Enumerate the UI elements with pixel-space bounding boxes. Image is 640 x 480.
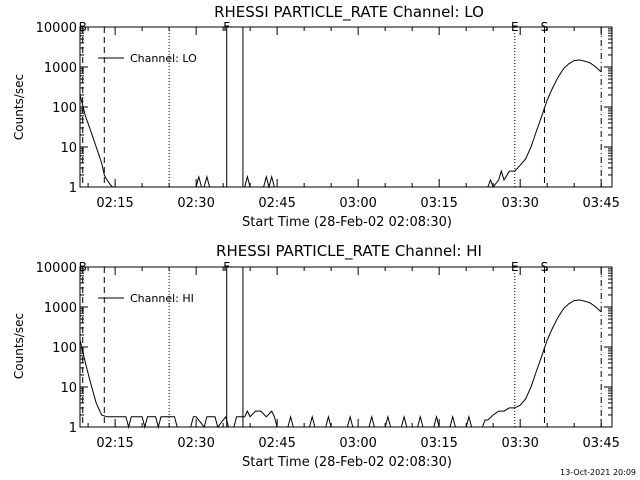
event-marker-label: B (79, 260, 87, 274)
legend-label: Channel: HI (130, 292, 194, 305)
x-axis-label: Start Time (28-Feb-02 02:08:30) (242, 215, 452, 230)
y-tick-label: 10 (60, 381, 77, 396)
y-tick-label: 1 (69, 181, 77, 196)
y-axis-label: Counts/sec (12, 74, 26, 140)
event-marker-label: F (223, 260, 230, 274)
event-marker-label: S (541, 20, 549, 34)
chart-title: RHESSI PARTICLE_RATE Channel: LO (214, 3, 484, 22)
x-tick-label: 03:30 (501, 196, 538, 211)
x-axis-label: Start Time (28-Feb-02 02:08:30) (242, 455, 452, 470)
y-tick-label: 1000 (44, 301, 77, 316)
x-tick-label: 02:45 (258, 436, 295, 451)
y-tick-label: 10000 (36, 261, 77, 276)
event-marker-label: S (541, 260, 549, 274)
event-marker-label: E (511, 260, 519, 274)
y-tick-label: 1 (69, 421, 77, 436)
x-tick-label: 03:00 (339, 196, 376, 211)
x-tick-label: 03:30 (501, 436, 538, 451)
footer-timestamp: 13-Oct-2021 20:09 (560, 468, 636, 477)
x-tick-label: 02:15 (96, 196, 133, 211)
event-marker-label: E (511, 20, 519, 34)
x-tick-label: 03:15 (420, 196, 457, 211)
chart-title: RHESSI PARTICLE_RATE Channel: HI (216, 242, 482, 261)
x-tick-label: 03:15 (420, 436, 457, 451)
event-marker-label: F (223, 20, 230, 34)
series-line (79, 59, 602, 189)
x-tick-label: 02:30 (177, 196, 214, 211)
y-tick-label: 100 (52, 341, 77, 356)
x-tick-label: 02:15 (96, 436, 133, 451)
event-marker-label: B (79, 20, 87, 34)
chart-panel-lo: RHESSI PARTICLE_RATE Channel: LO Counts/… (12, 3, 620, 230)
x-tick-label: 03:45 (582, 196, 619, 211)
x-tick-label: 03:45 (582, 436, 619, 451)
y-tick-label: 100 (52, 101, 77, 116)
series-line (79, 299, 602, 429)
y-tick-label: 10000 (36, 21, 77, 36)
y-axis-label: Counts/sec (12, 313, 26, 379)
chart-panel-hi: RHESSI PARTICLE_RATE Channel: HI Counts/… (12, 242, 620, 470)
legend-label: Channel: LO (130, 52, 197, 65)
y-tick-label: 1000 (44, 61, 77, 76)
x-tick-label: 02:30 (177, 436, 214, 451)
y-tick-label: 10 (60, 141, 77, 156)
x-tick-label: 03:00 (339, 436, 376, 451)
x-tick-label: 02:45 (258, 196, 295, 211)
